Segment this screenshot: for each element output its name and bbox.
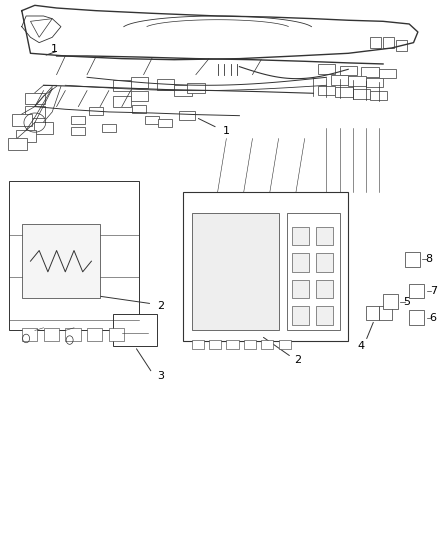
Bar bbox=[183, 192, 348, 341]
Bar bbox=[22, 224, 100, 298]
Bar bbox=[292, 280, 309, 298]
Bar bbox=[316, 280, 333, 298]
Bar bbox=[339, 66, 357, 75]
Bar bbox=[316, 227, 333, 245]
Bar bbox=[132, 105, 146, 113]
Bar bbox=[159, 118, 173, 126]
Bar bbox=[157, 79, 174, 90]
Bar bbox=[113, 80, 131, 91]
Bar bbox=[226, 340, 239, 349]
Bar bbox=[353, 89, 370, 99]
Bar bbox=[292, 227, 309, 245]
Text: 1: 1 bbox=[51, 44, 58, 54]
Bar bbox=[409, 284, 424, 298]
Bar bbox=[113, 314, 157, 346]
Bar bbox=[187, 83, 205, 93]
Bar bbox=[191, 213, 279, 330]
Bar bbox=[131, 77, 148, 88]
Bar bbox=[318, 64, 335, 74]
Text: 5: 5 bbox=[403, 297, 410, 306]
Bar bbox=[370, 37, 381, 48]
Bar bbox=[102, 124, 116, 132]
Bar bbox=[191, 340, 204, 349]
Bar bbox=[174, 85, 191, 96]
Bar bbox=[316, 306, 333, 325]
Bar bbox=[366, 78, 383, 87]
Text: 1: 1 bbox=[223, 126, 230, 135]
Text: 7: 7 bbox=[430, 286, 437, 296]
Bar bbox=[71, 126, 85, 134]
Bar bbox=[7, 138, 27, 150]
Bar bbox=[109, 328, 124, 341]
Bar bbox=[383, 294, 398, 309]
Bar bbox=[279, 340, 291, 349]
Bar bbox=[43, 328, 59, 341]
Bar bbox=[25, 93, 45, 104]
Bar bbox=[405, 252, 420, 266]
Bar bbox=[131, 91, 148, 101]
Bar bbox=[331, 75, 348, 85]
Bar bbox=[209, 340, 221, 349]
Bar bbox=[65, 328, 81, 341]
Bar bbox=[361, 67, 379, 77]
Bar bbox=[87, 328, 102, 341]
Bar bbox=[145, 116, 159, 124]
Bar bbox=[379, 306, 392, 320]
Bar bbox=[335, 87, 353, 97]
Bar bbox=[25, 106, 45, 118]
Bar bbox=[22, 328, 37, 341]
Bar bbox=[379, 69, 396, 78]
Bar bbox=[89, 107, 103, 115]
Bar bbox=[113, 96, 131, 107]
Text: 8: 8 bbox=[425, 254, 432, 264]
Bar bbox=[370, 91, 387, 100]
Text: 4: 4 bbox=[358, 342, 365, 351]
Bar bbox=[287, 213, 339, 330]
Bar bbox=[9, 181, 139, 330]
Bar bbox=[383, 37, 394, 48]
Bar bbox=[292, 253, 309, 272]
Bar bbox=[16, 130, 36, 142]
Bar bbox=[71, 116, 85, 124]
Bar bbox=[292, 306, 309, 325]
Bar bbox=[396, 40, 407, 51]
Text: 2: 2 bbox=[295, 355, 302, 365]
Text: 2: 2 bbox=[158, 302, 165, 311]
Text: 6: 6 bbox=[430, 313, 437, 322]
Bar bbox=[316, 253, 333, 272]
Bar bbox=[261, 340, 273, 349]
Bar bbox=[348, 76, 366, 86]
Bar bbox=[409, 310, 424, 325]
Bar bbox=[12, 114, 32, 126]
Bar bbox=[244, 340, 256, 349]
Bar bbox=[179, 111, 195, 120]
Bar bbox=[318, 86, 335, 95]
Bar bbox=[366, 306, 379, 320]
Bar bbox=[34, 122, 53, 134]
Text: 3: 3 bbox=[158, 371, 165, 381]
